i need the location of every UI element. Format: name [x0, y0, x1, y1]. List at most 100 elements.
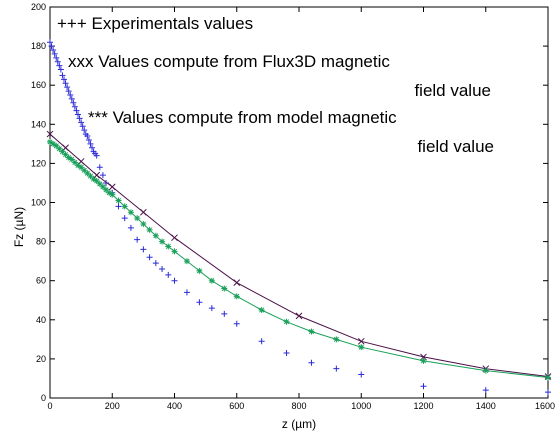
data-point [81, 167, 88, 174]
data-point [358, 371, 365, 378]
data-point [70, 99, 77, 106]
data-point [183, 258, 190, 265]
data-point [308, 359, 315, 366]
data-point [75, 111, 82, 118]
data-point [121, 203, 128, 210]
data-point [78, 119, 85, 126]
data-point [208, 277, 215, 284]
x-tick-label: 1400 [476, 401, 496, 411]
data-point [103, 186, 110, 193]
x-tick-label: 1200 [413, 401, 433, 411]
data-point [221, 285, 228, 292]
data-point [358, 344, 365, 351]
data-point [152, 260, 159, 267]
data-point [115, 203, 122, 210]
y-tick-label: 160 [31, 80, 46, 90]
annotation-model-cont: field value [417, 137, 494, 156]
data-point [84, 133, 91, 140]
data-point [109, 191, 116, 198]
data-point [87, 140, 94, 147]
data-point [134, 236, 141, 243]
y-tick-label: 100 [31, 198, 46, 208]
data-point [93, 171, 101, 179]
data-point [62, 80, 69, 87]
data-point [208, 305, 215, 312]
data-point [357, 337, 365, 345]
y-tick-label: 20 [36, 354, 46, 364]
y-tick-label: 40 [36, 315, 46, 325]
data-point [196, 299, 203, 306]
data-point [545, 389, 551, 396]
data-point [482, 387, 489, 394]
data-point [47, 39, 53, 46]
data-point [50, 140, 57, 147]
data-point [76, 115, 83, 122]
series-model [47, 138, 551, 381]
data-point [171, 277, 178, 284]
data-point [165, 243, 172, 250]
data-point [77, 158, 85, 165]
data-point [59, 148, 66, 155]
data-point [47, 138, 53, 145]
data-point [81, 127, 88, 134]
y-tick-label: 140 [31, 119, 46, 129]
data-point [46, 130, 54, 138]
y-tick-label: 200 [31, 2, 46, 12]
x-tick-label: 1600 [535, 401, 555, 411]
data-point [295, 312, 303, 320]
data-point [62, 144, 69, 152]
data-point [146, 254, 153, 261]
x-tick-label: 0 [47, 401, 52, 411]
data-point [171, 248, 178, 255]
data-point [65, 154, 72, 161]
data-point [165, 271, 172, 278]
data-point [121, 215, 128, 222]
data-point [146, 226, 153, 233]
data-point [308, 328, 315, 335]
data-point [73, 107, 80, 114]
annotation-flux3d: xxx Values compute from Flux3D magnetic [68, 52, 390, 71]
data-point [333, 365, 340, 372]
data-point [108, 183, 116, 191]
series-experimental [47, 39, 551, 396]
data-point [53, 142, 60, 149]
data-point [127, 209, 134, 216]
data-point [56, 62, 63, 69]
data-point [115, 197, 122, 204]
data-point [54, 58, 61, 65]
data-point [50, 47, 57, 54]
data-point [96, 164, 103, 171]
data-point [545, 374, 551, 381]
data-point [90, 176, 97, 183]
data-point [99, 183, 106, 190]
data-point [57, 66, 64, 73]
annotation-experimental: +++ Experimentals values [57, 14, 253, 33]
data-point [258, 338, 265, 345]
series-line [49, 133, 549, 377]
series-line [49, 141, 549, 378]
data-point [233, 293, 240, 300]
data-point [87, 173, 94, 180]
data-point [93, 177, 100, 184]
data-point [71, 103, 78, 110]
data-point [183, 289, 190, 296]
data-point [233, 320, 240, 327]
data-point [89, 144, 96, 151]
data-point [68, 95, 75, 102]
data-point [93, 152, 100, 159]
data-point [53, 54, 60, 61]
x-tick-label: 400 [167, 401, 182, 411]
data-point [68, 156, 75, 163]
x-tick-label: 600 [229, 401, 244, 411]
series-flux3d [46, 130, 552, 380]
annotation-flux3d-cont: field value [414, 81, 491, 100]
data-point [159, 265, 166, 272]
data-point [78, 164, 85, 171]
data-point [106, 189, 113, 196]
data-point [140, 246, 147, 253]
data-point [59, 72, 66, 79]
y-tick-label: 0 [41, 393, 46, 403]
data-point [196, 267, 203, 274]
data-point [171, 234, 178, 242]
